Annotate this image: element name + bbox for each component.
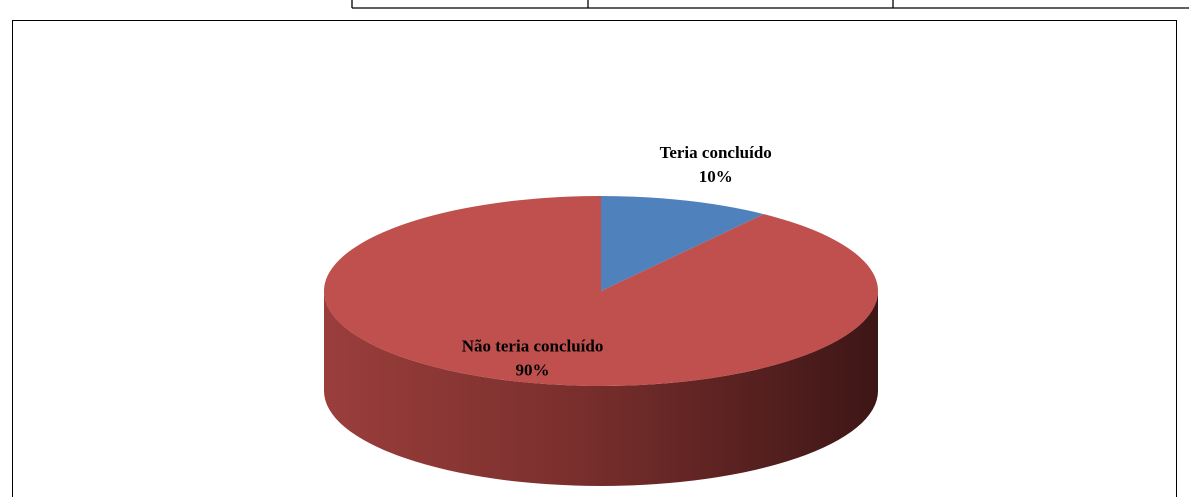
pie-slice: [324, 196, 879, 386]
value-label: 10%: [699, 167, 733, 186]
slice-label: Teria concluído 10%: [660, 143, 772, 186]
pie: Teria concluído 10% Não teria concluído 90%: [324, 143, 879, 486]
table-fragment: [351, 0, 1189, 9]
value-label: 90%: [516, 360, 550, 379]
chart-border: [12, 20, 1177, 497]
pie-slice: [601, 196, 764, 291]
slice-label: Não teria concluído 90%: [462, 336, 604, 379]
pie-side: [324, 291, 878, 486]
category-label: Teria concluído: [660, 143, 772, 162]
category-label: Não teria concluído: [462, 336, 604, 355]
